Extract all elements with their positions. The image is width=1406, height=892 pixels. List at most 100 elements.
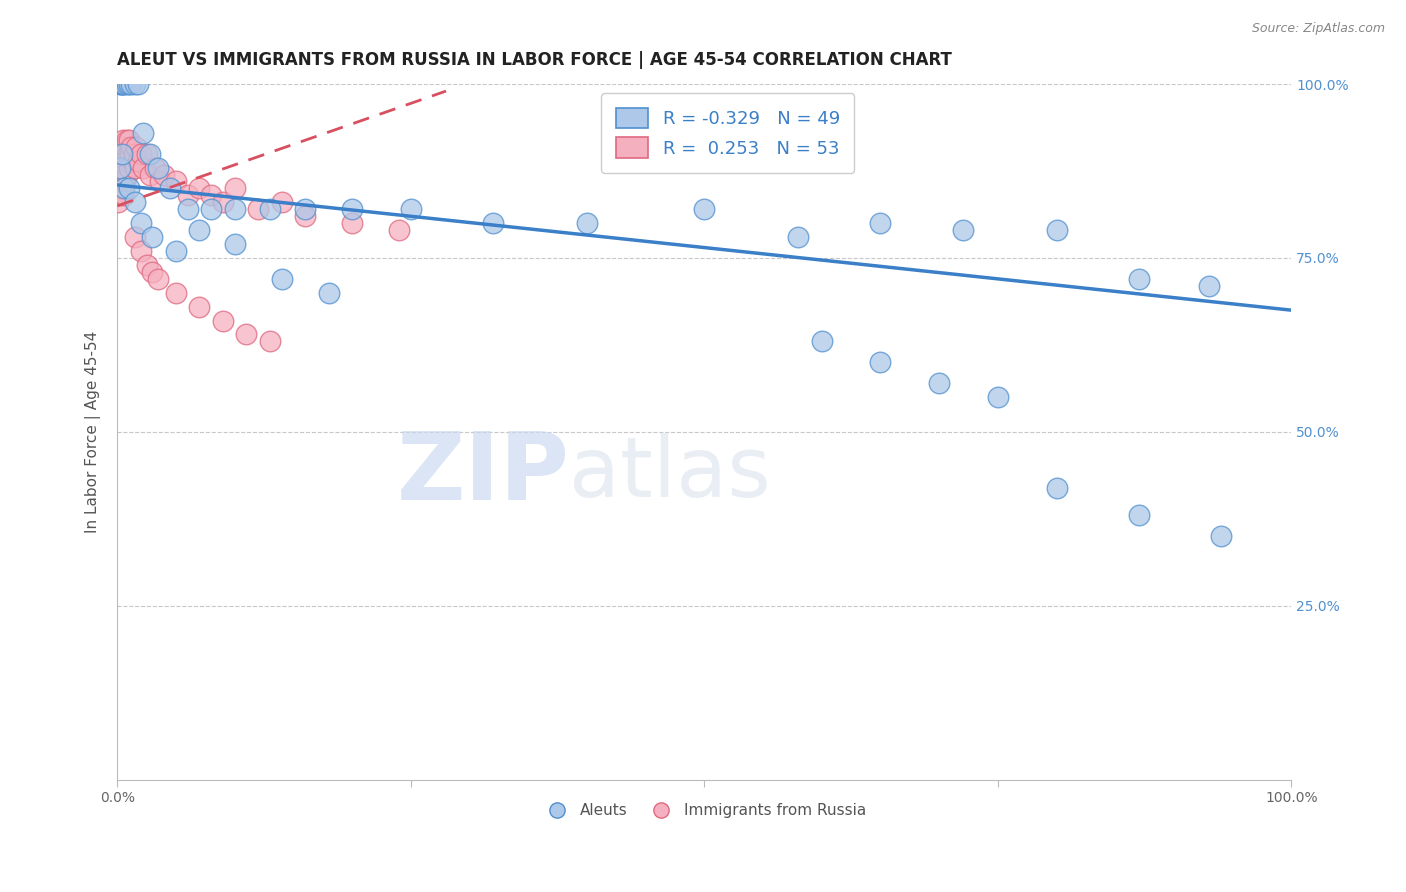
Point (928, 376, 950, 391)
Point (1209, 529, 1232, 543)
Point (987, 390, 1010, 404)
Point (121, 153, 143, 168)
Point (1045, 223, 1067, 237)
Point (108, 188, 131, 202)
Point (120, 139, 142, 153)
Point (165, 285, 187, 300)
Point (259, 334, 281, 349)
Point (159, 181, 181, 195)
Point (165, 174, 187, 188)
Point (318, 285, 340, 300)
Point (139, 168, 162, 182)
Y-axis label: In Labor Force | Age 45-54: In Labor Force | Age 45-54 (86, 331, 101, 533)
Point (200, 188, 222, 202)
Point (1045, 481, 1067, 495)
Point (111, 146, 134, 161)
Point (112, 133, 135, 147)
Point (148, 272, 170, 286)
Point (188, 181, 211, 195)
Point (118, 77, 141, 91)
Point (118, 133, 141, 147)
Point (224, 237, 246, 252)
Point (153, 168, 176, 182)
Point (135, 146, 157, 161)
Point (125, 139, 148, 153)
Point (115, 168, 138, 182)
Point (141, 265, 163, 279)
Point (148, 174, 170, 188)
Point (132, 161, 155, 175)
Point (1128, 508, 1150, 523)
Point (124, 195, 146, 210)
Point (122, 146, 145, 161)
Point (294, 209, 316, 223)
Point (114, 174, 136, 188)
Point (120, 146, 142, 161)
Point (108, 77, 131, 91)
Point (124, 230, 146, 244)
Point (112, 168, 135, 182)
Point (124, 161, 146, 175)
Point (129, 244, 152, 258)
Point (482, 216, 505, 230)
Point (110, 77, 132, 91)
Text: atlas: atlas (569, 434, 770, 514)
Legend: Aleuts, Immigrants from Russia: Aleuts, Immigrants from Russia (536, 797, 873, 824)
Point (952, 223, 974, 237)
Point (118, 181, 141, 195)
Point (112, 188, 135, 202)
Point (129, 146, 152, 161)
Point (177, 188, 200, 202)
Point (111, 77, 134, 91)
Point (212, 313, 235, 327)
Point (247, 202, 270, 217)
Point (188, 223, 211, 237)
Point (115, 133, 138, 147)
Point (165, 244, 187, 258)
Point (112, 77, 135, 91)
Point (111, 174, 134, 188)
Point (810, 334, 832, 349)
Point (869, 216, 891, 230)
Point (132, 126, 155, 140)
Point (148, 161, 170, 175)
Point (1198, 278, 1220, 293)
Text: Source: ZipAtlas.com: Source: ZipAtlas.com (1251, 22, 1385, 36)
Point (188, 300, 211, 314)
Point (141, 230, 163, 244)
Point (787, 230, 810, 244)
Point (693, 202, 716, 217)
Point (115, 77, 138, 91)
Point (117, 146, 139, 161)
Point (575, 216, 598, 230)
Point (259, 202, 281, 217)
Point (224, 181, 246, 195)
Point (270, 272, 292, 286)
Point (270, 195, 292, 210)
Point (224, 202, 246, 217)
Text: ZIP: ZIP (396, 427, 569, 520)
Point (111, 139, 134, 153)
Point (212, 195, 235, 210)
Point (139, 146, 162, 161)
Point (200, 202, 222, 217)
Point (124, 77, 146, 91)
Point (129, 216, 152, 230)
Point (235, 327, 257, 342)
Point (340, 202, 363, 217)
Point (127, 77, 149, 91)
Point (177, 202, 200, 217)
Point (107, 195, 129, 210)
Point (869, 355, 891, 369)
Point (114, 139, 136, 153)
Point (127, 153, 149, 168)
Point (143, 161, 166, 175)
Point (1128, 272, 1150, 286)
Point (110, 181, 132, 195)
Point (112, 77, 135, 91)
Point (399, 202, 422, 217)
Point (294, 202, 316, 217)
Point (108, 161, 131, 175)
Point (340, 216, 363, 230)
Point (112, 146, 135, 161)
